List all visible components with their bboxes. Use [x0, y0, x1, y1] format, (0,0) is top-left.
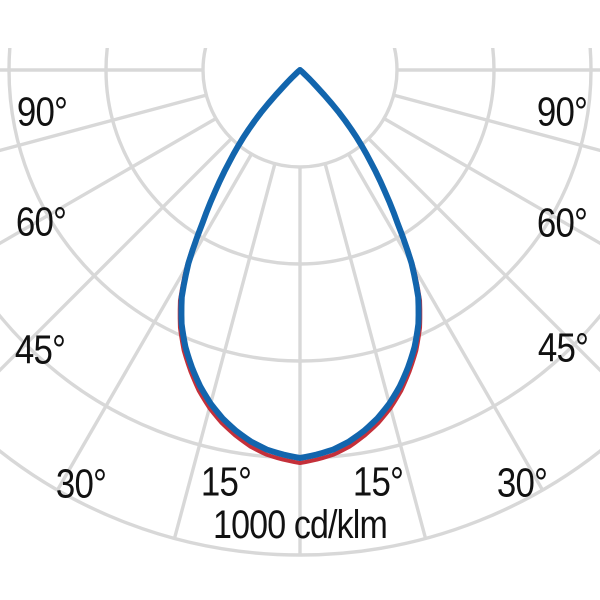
grid-radial-45 [367, 137, 600, 373]
grid-radial-75 [393, 93, 600, 153]
grid-ring [201, 48, 399, 169]
grid-radial-30 [347, 153, 544, 491]
grid-radial--15 [172, 163, 277, 539]
angle-label-right-15: 15° [352, 458, 404, 505]
angle-label-left-45: 45° [14, 326, 66, 373]
intensity-curve-blue [178, 67, 422, 461]
grid-radial--45 [0, 137, 233, 373]
angle-label-left-90: 90° [16, 88, 68, 135]
unit-label: 1000 cd/klm [213, 503, 388, 547]
angle-label-left-60: 60° [15, 198, 67, 245]
angle-label-right-30: 30° [496, 459, 548, 506]
grid-radial--75 [0, 93, 207, 153]
angle-label-right-90: 90° [536, 88, 588, 135]
grid-radial--60 [0, 117, 217, 246]
angle-label-right-45: 45° [537, 324, 589, 371]
grid-radial-15 [323, 163, 428, 539]
angle-label-left-15: 15° [200, 458, 252, 505]
angle-label-right-60: 60° [536, 199, 588, 246]
grid-radial--30 [56, 153, 253, 491]
angle-label-left-30: 30° [55, 460, 107, 507]
intensity-curves [177, 67, 423, 466]
grid-radial-60 [383, 117, 600, 246]
